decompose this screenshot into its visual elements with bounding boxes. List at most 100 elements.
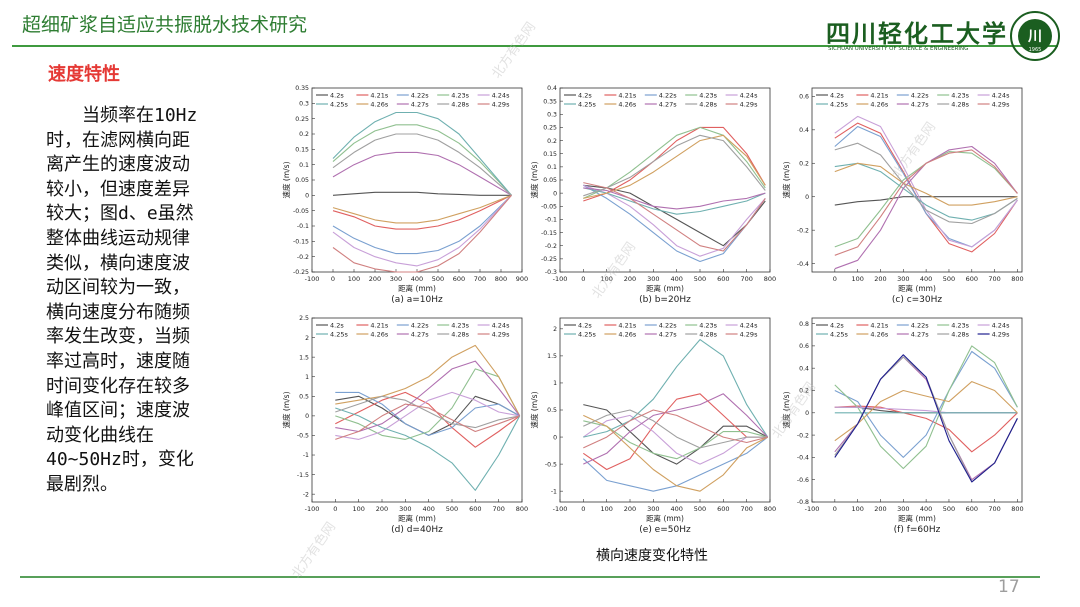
x-tick-label: 100	[600, 505, 612, 513]
legend-label: 4.29s	[740, 100, 758, 108]
x-tick-label: 100	[851, 505, 863, 513]
series-line-4.28s	[332, 133, 512, 196]
y-axis-label: 速度 (m/s)	[781, 161, 791, 198]
legend-label: 4.23s	[451, 91, 469, 99]
series-line-4.25s	[583, 187, 766, 215]
body-line: 率过高时，速度随	[46, 350, 190, 372]
y-tick-label: 2.5	[299, 315, 309, 322]
series-line-4.28s	[583, 409, 768, 449]
y-tick-label: 0.2	[299, 131, 309, 138]
legend-label: 4.21s	[370, 91, 388, 99]
legend-label: 4.23s	[951, 91, 969, 99]
x-tick-label: 800	[1011, 505, 1023, 513]
legend-label: 4.28s	[699, 100, 717, 108]
y-tick-label: 0.4	[799, 127, 809, 134]
x-axis-label: 距离 (mm)	[646, 283, 684, 293]
body-line: 率发生改变，当频	[46, 326, 190, 348]
y-tick-label: 0	[805, 194, 809, 201]
x-tick-label: 400	[670, 275, 682, 283]
chart-e: -100 0 100 200 300 400 500 600 700 800 -1 -0.5 0 0.5 1…	[528, 312, 778, 542]
body-line: 动变化曲线在	[46, 424, 154, 446]
y-tick-label: -0.15	[293, 239, 309, 246]
x-tick-label: 500	[943, 275, 955, 283]
legend-label: 4.28s	[451, 330, 469, 338]
legend-label: 4.26s	[870, 100, 888, 108]
body-line: 40~50Hz时，变化	[46, 449, 194, 471]
y-tick-label: 0.25	[543, 125, 557, 132]
legend-label: 4.26s	[618, 330, 636, 338]
series-line-4.29s	[583, 182, 766, 252]
y-tick-label: 0.1	[299, 162, 309, 169]
series-line-4.24s	[583, 184, 766, 257]
legend-label: 4.27s	[911, 100, 929, 108]
series-line-4.23s	[834, 345, 1018, 470]
y-tick-label: 1.5	[547, 353, 557, 360]
y-tick-label: -0.2	[545, 243, 557, 250]
x-tick-label: 400	[422, 505, 434, 513]
body-line: 当频率在10Hz	[82, 105, 198, 126]
legend-label: 4.22s	[911, 321, 929, 329]
y-axis-label: 速度 (m/s)	[781, 391, 791, 428]
series-line-4.24s	[582, 414, 768, 465]
series-line-4.29s	[834, 149, 1018, 256]
series-line-4.21s	[834, 405, 1018, 453]
legend-label: 4.28s	[951, 330, 969, 338]
y-tick-label: 2	[553, 326, 557, 333]
y-tick-label: 0.35	[295, 85, 309, 92]
series-line-4.24s	[335, 391, 520, 440]
y-tick-label: 0.5	[299, 393, 309, 400]
university-name: 四川轻化工大学	[826, 19, 1008, 48]
x-tick-label: 400	[920, 275, 932, 283]
figure-caption: 横向速度变化特性	[596, 548, 708, 564]
university-logo: 四川轻化工大学 SICHUAN UNIVERSITY OF SCIENCE & …	[826, 8, 1066, 66]
legend-label: 4.26s	[370, 100, 388, 108]
y-tick-label: -0.2	[797, 227, 809, 234]
x-tick-label: -100	[553, 505, 568, 513]
series-line-4.25s	[335, 407, 521, 491]
y-tick-label: 0.4	[547, 85, 557, 92]
legend-label: 4.23s	[699, 321, 717, 329]
legend-label: 4.26s	[618, 100, 636, 108]
series-line-4.29s	[335, 403, 520, 440]
y-tick-label: -0.1	[545, 217, 557, 224]
legend-label: 4.24s	[492, 321, 510, 329]
body-line: 整体曲线运动规律	[46, 227, 190, 249]
body-line: 最剧烈。	[46, 473, 118, 495]
x-tick-label: 300	[647, 275, 659, 283]
x-tick-label: 0	[581, 505, 585, 513]
x-axis-label: 距离 (mm)	[646, 513, 684, 523]
series-line-4.28s	[834, 142, 1018, 225]
legend-label: 4.2s	[830, 321, 844, 329]
y-tick-label: -0.25	[293, 269, 309, 276]
legend-label: 4.24s	[492, 91, 510, 99]
chart-caption: (c) c=30Hz	[892, 295, 943, 305]
legend-label: 4.29s	[992, 100, 1010, 108]
x-tick-label: -100	[305, 275, 320, 283]
series-line-4.26s	[834, 381, 1018, 442]
y-tick-label: 0.15	[295, 147, 309, 154]
chart-d: -100 0 100 200 300 400 500 600 700 800 -2 -1.5 -1 -0.…	[280, 312, 530, 542]
series-line-4.29s	[332, 194, 512, 273]
chart-svg: -100 0 100 200 300 400 500 600 700 800 -0.8 -0.6 -0.…	[781, 317, 1024, 535]
y-tick-label: 0.05	[295, 177, 309, 184]
legend-label: 4.21s	[870, 91, 888, 99]
footer-rule	[20, 576, 1040, 578]
svg-text:川: 川	[1027, 29, 1042, 45]
x-tick-label: 600	[966, 275, 978, 283]
x-tick-label: 700	[492, 505, 504, 513]
y-tick-label: 0	[305, 193, 309, 200]
y-tick-label: 0.25	[295, 116, 309, 123]
series-line-4.27s	[583, 393, 769, 465]
body-line: 离产生的速度波动	[46, 154, 190, 176]
y-tick-label: -0.4	[797, 261, 809, 268]
x-tick-label: 800	[516, 505, 528, 513]
y-tick-label: 0.8	[799, 321, 809, 328]
legend-label: 4.28s	[951, 100, 969, 108]
x-axis-label: 距离 (mm)	[398, 283, 436, 293]
y-tick-label: -0.15	[541, 230, 557, 237]
x-tick-label: 800	[495, 275, 507, 283]
y-tick-label: -1.5	[297, 472, 309, 479]
x-tick-label: 500	[943, 505, 955, 513]
body-paragraph: 当频率在10Hz 时，在滤网横向距 离产生的速度波动 较小，但速度差异 较大；图…	[46, 104, 236, 498]
watermark: 北方有色网	[489, 19, 539, 82]
